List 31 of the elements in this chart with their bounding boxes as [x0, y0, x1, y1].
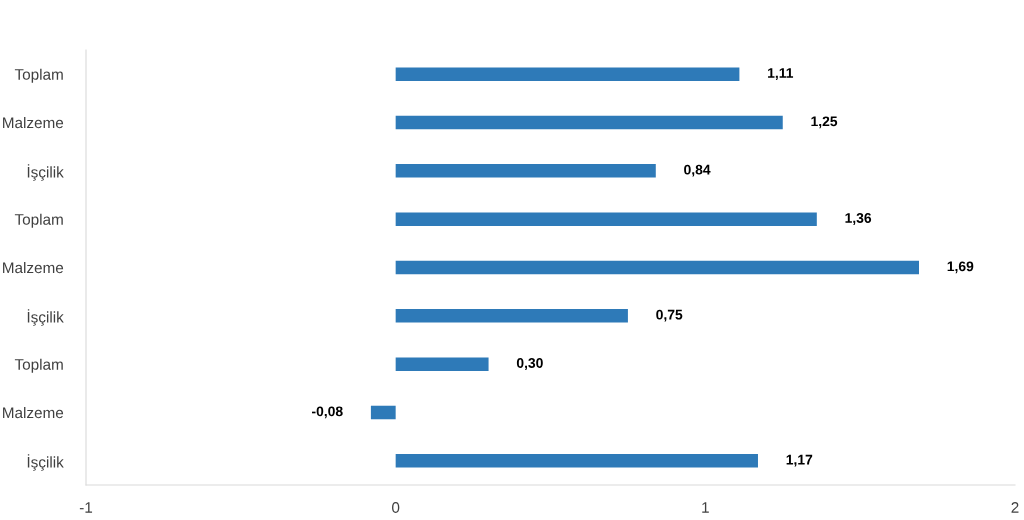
bar — [395, 357, 489, 371]
y-tick-label: Toplam — [14, 213, 63, 228]
y-tick-label: Malzeme — [3, 406, 64, 419]
x-tick-label: 1 — [702, 502, 709, 513]
bar — [370, 405, 396, 420]
bar — [395, 164, 656, 178]
data-label: -0,08 — [312, 406, 343, 419]
y-tick-label: Malzeme — [3, 116, 64, 129]
y-tick-label: Toplam — [14, 68, 63, 83]
bar — [395, 309, 628, 323]
data-label: 1,36 — [845, 213, 872, 225]
bar — [395, 212, 817, 226]
x-tick-label: 0 — [392, 502, 400, 513]
y-tick-label: Malzeme — [3, 261, 64, 274]
data-label: 1,17 — [786, 454, 813, 467]
bar — [395, 67, 740, 81]
x-tick-label: -1 — [79, 502, 93, 513]
y-tick-label: İşçilik — [27, 164, 64, 181]
bar — [395, 260, 919, 275]
data-label: 1,25 — [811, 116, 838, 129]
data-label: 1,69 — [947, 261, 974, 274]
y-tick-label: İşçilik — [27, 309, 64, 326]
y-tick-label: İşçilik — [27, 454, 64, 471]
bar — [395, 115, 783, 130]
x-tick-label: 2 — [1011, 502, 1019, 513]
data-label: 1,11 — [768, 68, 794, 80]
data-label: 0,84 — [684, 164, 711, 177]
y-tick-label: Toplam — [14, 358, 63, 373]
data-label: 0,30 — [516, 358, 543, 370]
bar — [395, 454, 758, 468]
data-label: 0,75 — [656, 309, 683, 322]
